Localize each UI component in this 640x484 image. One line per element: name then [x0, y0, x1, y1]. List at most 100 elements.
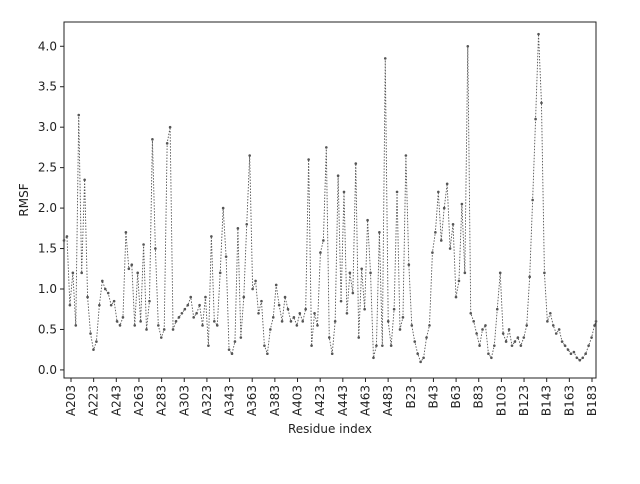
rmsf-data-point [351, 291, 355, 295]
rmsf-data-point [504, 340, 508, 343]
rmsf-data-point [74, 324, 78, 327]
x-tick-label: B63 [449, 385, 463, 409]
y-tick-label: 4.0 [38, 39, 57, 53]
rmsf-data-point [442, 206, 446, 210]
rmsf-data-point [210, 235, 213, 238]
rmsf-data-point [189, 295, 193, 299]
rmsf-data-point [372, 356, 375, 360]
y-tick-label: 3.0 [38, 120, 57, 134]
rmsf-data-point [437, 190, 440, 194]
rmsf-data-point [77, 113, 81, 117]
rmsf-data-point [204, 295, 207, 299]
rmsf-data-point [375, 344, 378, 347]
rmsf-data-point [115, 320, 119, 323]
rmsf-data-point [254, 279, 257, 283]
rmsf-data-point [336, 174, 340, 178]
plot-area [63, 21, 597, 379]
rmsf-data-point [221, 206, 225, 210]
rmsf-data-point [469, 311, 473, 315]
rmsf-data-point [98, 303, 101, 307]
rmsf-data-point [327, 336, 331, 339]
rmsf-data-point [363, 307, 366, 311]
rmsf-data-point [295, 324, 299, 327]
rmsf-data-point [195, 311, 198, 315]
rmsf-data-point [274, 283, 278, 287]
rmsf-data-point [578, 358, 582, 362]
rmsf-data-point [422, 356, 425, 360]
x-tick-label: A243 [109, 385, 123, 416]
rmsf-data-point [139, 320, 142, 323]
rmsf-data-point [62, 239, 66, 242]
rmsf-data-point [277, 303, 281, 307]
rmsf-data-point [109, 303, 113, 307]
x-tick-label: B23 [404, 385, 418, 409]
rmsf-data-point [154, 247, 157, 250]
rmsf-data-point [487, 352, 490, 356]
rmsf-data-point [383, 57, 387, 60]
rmsf-data-point [431, 251, 434, 254]
rmsf-data-point [425, 336, 428, 339]
x-tick-label: A263 [132, 385, 146, 416]
x-tick-label: A463 [358, 385, 372, 416]
rmsf-data-point [263, 344, 266, 347]
rmsf-data-point [563, 344, 567, 347]
rmsf-data-point [192, 316, 195, 319]
rmsf-series-line [63, 34, 597, 363]
rmsf-data-point [106, 291, 110, 295]
rmsf-data-point [466, 44, 470, 48]
y-tick-label: 1.5 [38, 242, 57, 256]
x-tick-label: A443 [336, 385, 350, 416]
rmsf-data-point [392, 307, 396, 311]
x-tick-label: A283 [155, 385, 169, 416]
rmsf-data-point [118, 324, 122, 327]
rmsf-data-point [557, 328, 561, 331]
rmsf-data-point [551, 324, 555, 327]
rmsf-data-point [549, 311, 552, 315]
x-tick-label: A203 [64, 385, 78, 416]
rmsf-data-point [65, 235, 69, 238]
rmsf-data-point [269, 328, 272, 331]
rmsf-data-point [133, 324, 137, 327]
rmsf-data-point [395, 190, 399, 194]
rmsf-data-point [354, 162, 358, 165]
y-tick-label: 2.5 [38, 161, 57, 175]
rmsf-data-point [162, 328, 166, 331]
rmsf-data-point [183, 307, 187, 311]
x-tick-label: B43 [426, 385, 440, 409]
rmsf-data-point [410, 324, 414, 327]
rmsf-data-point [136, 271, 139, 275]
rmsf-data-point [313, 311, 316, 315]
rmsf-data-point [198, 303, 201, 307]
y-axis: 0.0 0.5 1.0 1.5 2.0 2.5 3.0 3.5 4.0 [38, 39, 64, 377]
rmsf-data-point [404, 154, 408, 157]
rmsf-data-point [301, 320, 305, 323]
y-tick-label: 0.0 [38, 363, 57, 377]
rmsf-data-point [180, 311, 184, 315]
rmsf-data-point [434, 231, 437, 234]
rmsf-data-point [475, 332, 478, 335]
rmsf-data-point [251, 287, 254, 291]
rmsf-data-point [286, 307, 290, 311]
rmsf-data-point [283, 295, 287, 299]
rmsf-data-point [360, 267, 363, 271]
rmsf-data-point [540, 101, 543, 105]
rmsf-data-point [319, 251, 322, 254]
rmsf-data-point [594, 320, 598, 323]
y-axis-label: RMSF [17, 183, 31, 216]
rmsf-data-point [280, 320, 284, 323]
y-tick-label: 3.5 [38, 80, 57, 94]
rmsf-data-point [546, 320, 549, 323]
rmsf-data-point [345, 311, 349, 315]
x-tick-label: A403 [291, 385, 305, 416]
rmsf-data-point [86, 295, 89, 299]
rmsf-data-point [516, 336, 520, 339]
rmsf-data-point [481, 328, 484, 331]
rmsf-data-point [369, 271, 372, 275]
x-tick-label: A423 [313, 385, 327, 416]
rmsf-data-point [325, 146, 328, 149]
rmsf-data-point [215, 324, 219, 327]
rmsf-data-point [130, 263, 134, 267]
rmsf-data-point [83, 178, 86, 182]
